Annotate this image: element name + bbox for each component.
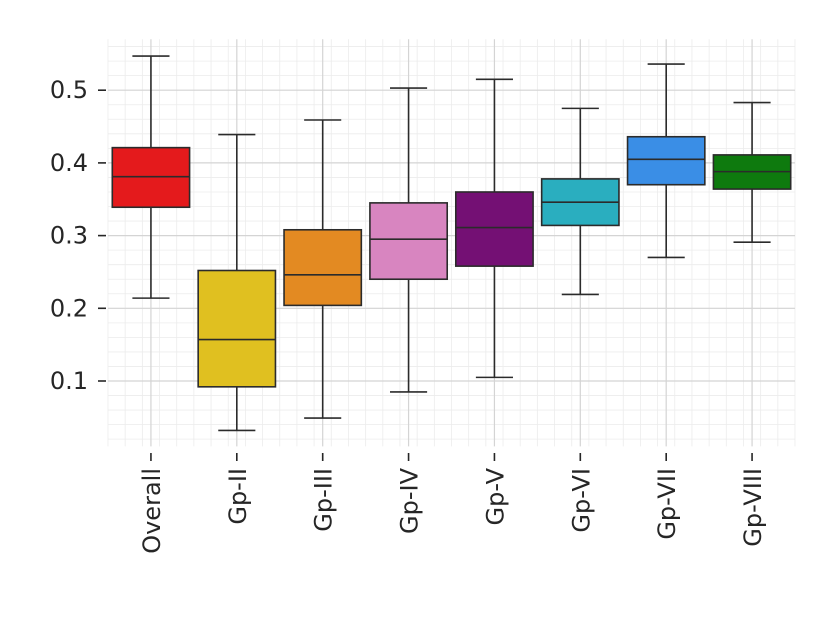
box-gp-vi	[540, 107, 620, 296]
x-tick-label: Gp-VII	[653, 468, 681, 540]
box-gp-vii	[626, 63, 706, 259]
y-tick-label: 0.1	[50, 367, 88, 395]
iqr-box	[454, 191, 534, 267]
y-tick-label: 0.4	[50, 149, 88, 177]
box-gp-iii	[283, 119, 363, 419]
box-gp-iv	[369, 87, 449, 393]
x-tick-label: Gp-VI	[567, 468, 595, 533]
box-gp-viii	[712, 101, 792, 243]
x-tick-label: Gp-IV	[396, 467, 424, 534]
iqr-box	[369, 202, 449, 281]
x-tick-label: Gp-III	[310, 468, 338, 532]
x-tick-label: Gp-VIII	[739, 468, 767, 547]
box-gp-v	[454, 78, 534, 379]
x-tick-label: Gp-V	[481, 467, 509, 525]
iqr-box	[626, 135, 706, 186]
box-gp-ii	[197, 133, 277, 432]
boxes	[111, 55, 792, 432]
x-tick-label: Gp-II	[224, 468, 252, 525]
iqr-box	[283, 228, 363, 307]
box-overall	[111, 55, 191, 299]
x-tick-label: Overall	[138, 468, 166, 554]
x-axis: Overall Gp-II Gp-III Gp-IV Gp-V Gp-VI Gp-VII Gp…	[138, 453, 767, 554]
iqr-box	[197, 269, 277, 388]
y-axis: 0.1 0.2 0.3 0.4 0.5	[50, 76, 106, 395]
y-tick-label: 0.5	[50, 76, 88, 104]
y-tick-label: 0.3	[50, 222, 88, 250]
y-tick-label: 0.2	[50, 294, 88, 322]
